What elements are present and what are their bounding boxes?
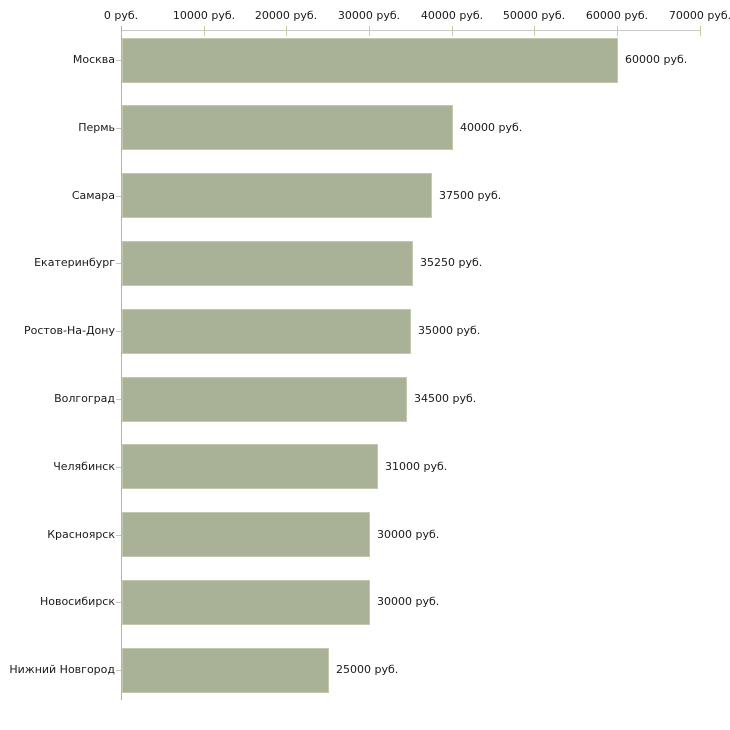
- bar: [122, 173, 432, 218]
- x-tick-label: 10000 руб.: [172, 9, 236, 22]
- value-label: 31000 руб.: [385, 460, 448, 473]
- category-tick-mark: [116, 263, 121, 264]
- x-tick-label: 40000 руб.: [420, 9, 484, 22]
- category-tick-mark: [116, 331, 121, 332]
- x-tick-label: 60000 руб.: [585, 9, 649, 22]
- x-tick-label: 50000 руб.: [502, 9, 566, 22]
- category-tick-mark: [116, 399, 121, 400]
- x-axis-line: [121, 30, 700, 31]
- category-tick-mark: [116, 670, 121, 671]
- value-label: 35250 руб.: [420, 256, 483, 269]
- value-label: 25000 руб.: [336, 663, 399, 676]
- value-label: 37500 руб.: [439, 189, 502, 202]
- bar: [122, 105, 453, 150]
- x-tick-mark: [452, 26, 453, 36]
- bar: [122, 512, 370, 557]
- x-tick-mark: [204, 26, 205, 36]
- category-tick-mark: [116, 60, 121, 61]
- x-tick-label: 20000 руб.: [254, 9, 318, 22]
- bar: [122, 444, 378, 489]
- category-label: Самара: [71, 189, 115, 202]
- x-tick-mark: [534, 26, 535, 36]
- bar: [122, 580, 370, 625]
- category-label: Москва: [72, 53, 115, 66]
- category-tick-mark: [116, 128, 121, 129]
- category-label: Пермь: [78, 121, 115, 134]
- category-tick-mark: [116, 467, 121, 468]
- bar: [122, 309, 411, 354]
- value-label: 30000 руб.: [377, 528, 440, 541]
- x-tick-mark: [369, 26, 370, 36]
- x-tick-mark: [700, 26, 701, 36]
- category-label: Нижний Новгород: [9, 663, 115, 676]
- value-label: 60000 руб.: [625, 53, 688, 66]
- category-label: Ростов-На-Дону: [23, 324, 115, 337]
- bar: [122, 377, 407, 422]
- bar: [122, 648, 329, 693]
- x-tick-label: 70000 руб.: [668, 9, 730, 22]
- category-label: Новосибирск: [39, 595, 115, 608]
- value-label: 40000 руб.: [460, 121, 523, 134]
- x-tick-mark: [286, 26, 287, 36]
- x-tick-label: 0 руб.: [103, 9, 139, 22]
- bar: [122, 38, 618, 83]
- category-tick-mark: [116, 602, 121, 603]
- bar: [122, 241, 413, 286]
- y-axis-line: [121, 26, 122, 700]
- category-label: Красноярск: [47, 528, 115, 541]
- category-tick-mark: [116, 196, 121, 197]
- category-tick-mark: [116, 535, 121, 536]
- category-label: Екатеринбург: [34, 256, 115, 269]
- category-label: Волгоград: [54, 392, 115, 405]
- x-tick-mark: [617, 26, 618, 36]
- value-label: 30000 руб.: [377, 595, 440, 608]
- value-label: 34500 руб.: [414, 392, 477, 405]
- category-label: Челябинск: [53, 460, 115, 473]
- x-tick-label: 30000 руб.: [337, 9, 401, 22]
- value-label: 35000 руб.: [418, 324, 481, 337]
